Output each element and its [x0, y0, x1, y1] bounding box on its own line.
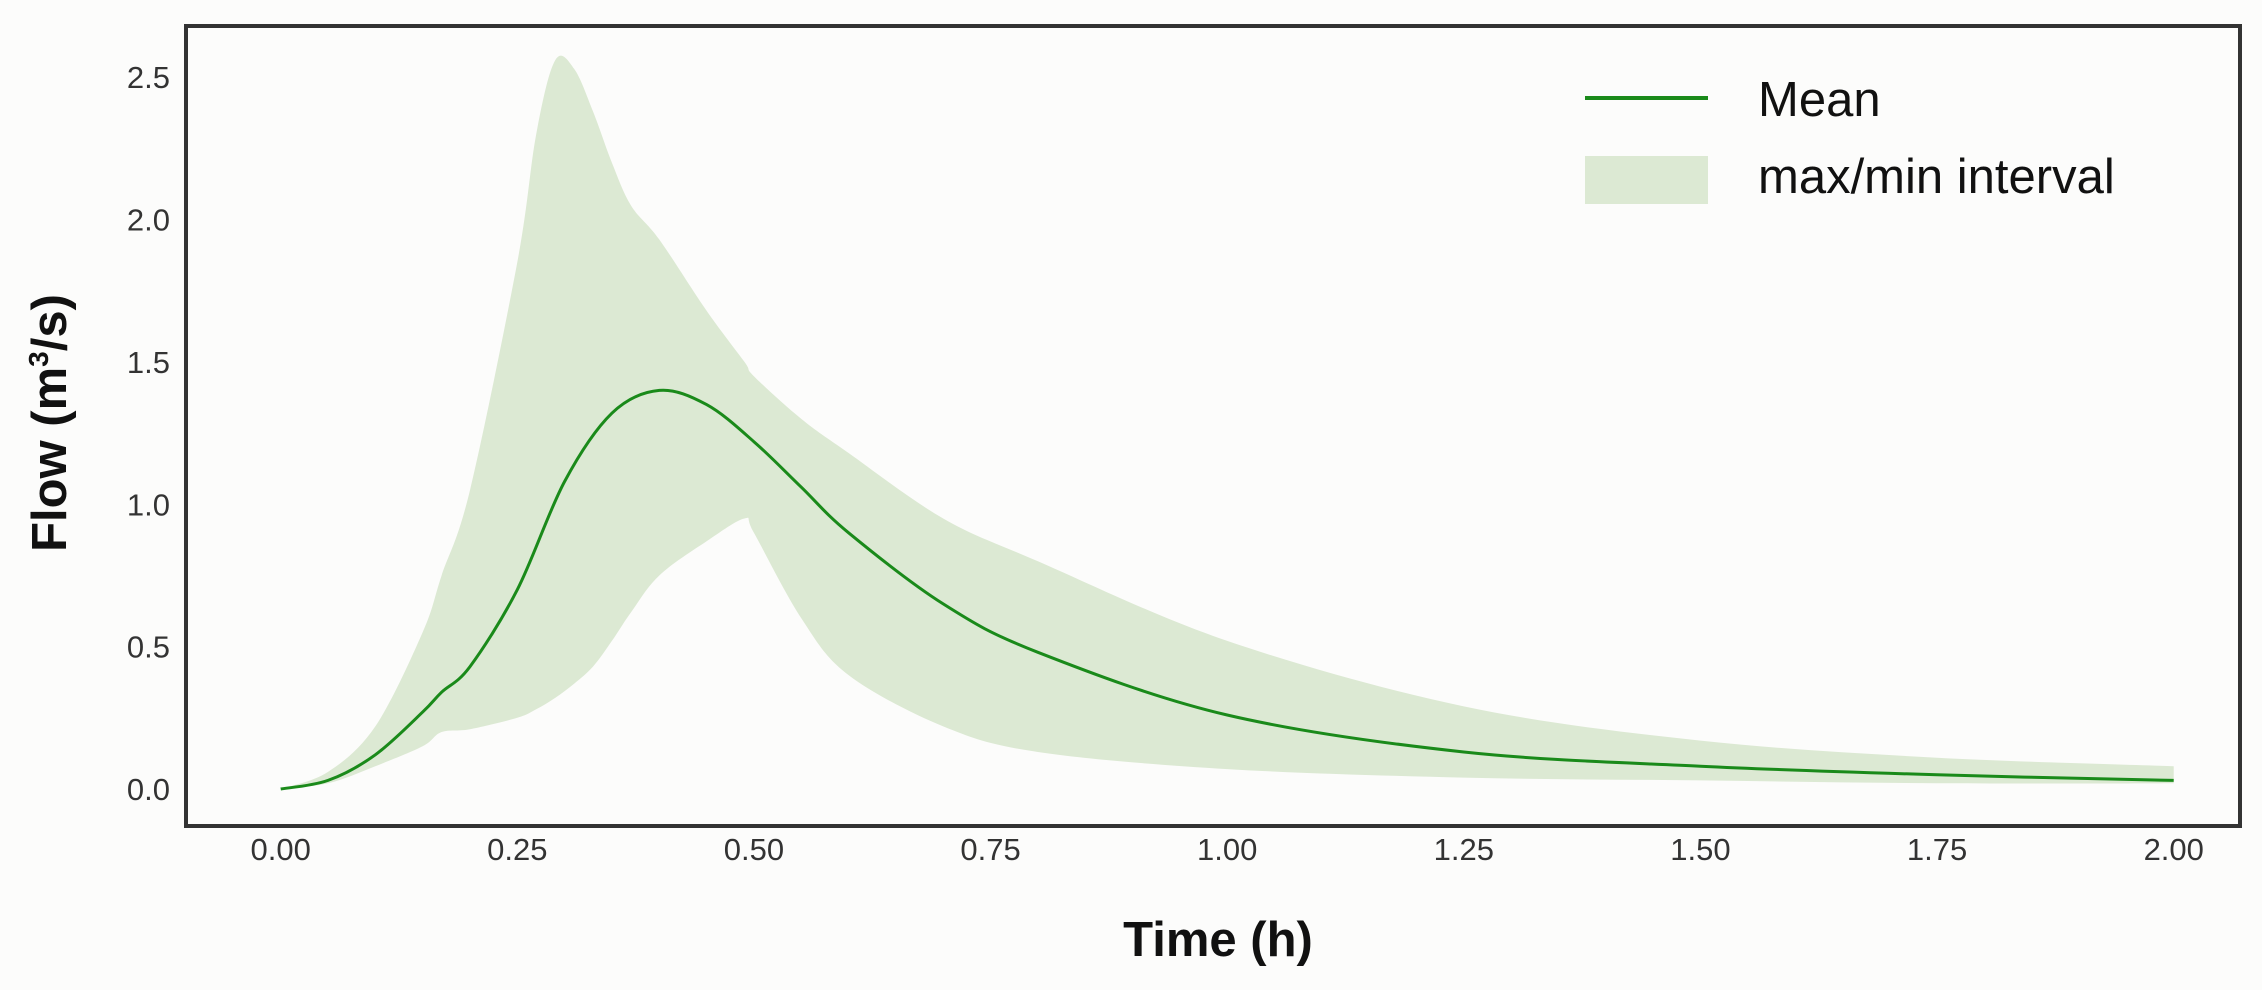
- x-tick-label: 1.75: [1907, 832, 1967, 867]
- x-tick-label: 1.00: [1197, 832, 1257, 867]
- x-axis-title: Time (h): [1123, 913, 1313, 967]
- y-tick-label: 0.5: [127, 630, 170, 665]
- minmax-band: [280, 55, 2174, 789]
- x-tick-label: 1.25: [1434, 832, 1494, 867]
- y-tick-label: 0.0: [127, 772, 170, 807]
- y-axis-title: Flow (m3/s): [23, 294, 77, 552]
- plot-frame: [184, 24, 2242, 828]
- y-tick-label: 2.5: [127, 60, 170, 95]
- x-tick-label: 0.75: [960, 832, 1020, 867]
- legend-mean-label: Mean: [1758, 73, 1881, 127]
- x-tick-label: 1.50: [1670, 832, 1730, 867]
- y-axis-title-superscript: 3: [23, 351, 54, 367]
- y-tick-label: 2.0: [127, 203, 170, 238]
- y-axis-title-tail: /s): [23, 294, 77, 351]
- y-axis-ticks: 0.0 0.5 1.0 1.5 2.0 2.5: [127, 60, 170, 807]
- x-tick-label: 0.50: [724, 832, 784, 867]
- y-axis-title-base: Flow (m: [23, 367, 77, 552]
- y-tick-label: 1.0: [127, 487, 170, 522]
- x-tick-label: 0.00: [250, 832, 310, 867]
- legend-band-label: max/min interval: [1758, 150, 2115, 204]
- x-tick-label: 0.25: [487, 832, 547, 867]
- legend: Mean max/min interval: [1585, 73, 2115, 204]
- mean-line: [280, 388, 2174, 791]
- legend-band-swatch: [1585, 156, 1708, 204]
- x-axis-ticks: 0.00 0.25 0.50 0.75 1.00 1.25 1.50 1.75 2.00: [250, 832, 2203, 867]
- y-tick-label: 1.5: [127, 345, 170, 380]
- x-tick-label: 2.00: [2144, 832, 2204, 867]
